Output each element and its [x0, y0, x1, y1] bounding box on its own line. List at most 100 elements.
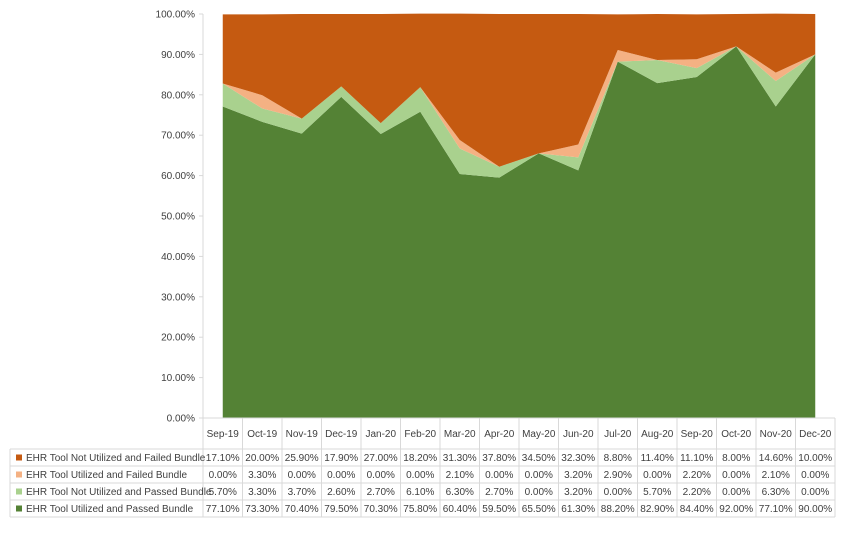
data-table-value: 77.10%	[206, 504, 240, 515]
y-tick-label: 80.00%	[161, 90, 195, 101]
data-table-value: 8.00%	[722, 453, 750, 464]
data-table-value: 10.00%	[798, 453, 832, 464]
data-table-value: 6.30%	[446, 487, 474, 498]
y-tick-label: 70.00%	[161, 131, 195, 142]
x-category-label: Feb-20	[404, 429, 436, 440]
data-table-value: 20.00%	[245, 453, 279, 464]
data-table-value: 6.10%	[406, 487, 434, 498]
legend-series-name: EHR Tool Not Utilized and Passed Bundle	[26, 487, 212, 498]
data-table-value: 79.50%	[324, 504, 358, 515]
legend-key	[16, 471, 22, 478]
data-table-value: 32.30%	[561, 453, 595, 464]
area-series-0	[222, 46, 816, 418]
data-table-value: 0.00%	[722, 470, 750, 481]
data-table-value: 0.00%	[643, 470, 671, 481]
data-table-value: 2.90%	[604, 470, 632, 481]
x-category-label: Oct-20	[721, 429, 751, 440]
data-table-value: 84.40%	[680, 504, 714, 515]
data-table-value: 2.20%	[683, 470, 711, 481]
data-table-value: 2.60%	[327, 487, 355, 498]
x-category-label: Dec-19	[325, 429, 358, 440]
legend-series-name: EHR Tool Utilized and Passed Bundle	[26, 504, 194, 515]
data-table-value: 2.20%	[683, 487, 711, 498]
data-table-value: 3.20%	[564, 470, 592, 481]
x-category-label: Jan-20	[365, 429, 396, 440]
legend-key	[16, 454, 22, 461]
x-category-label: Nov-20	[760, 429, 793, 440]
data-table-value: 5.70%	[643, 487, 671, 498]
x-category-label: Oct-19	[247, 429, 277, 440]
data-table-value: 8.80%	[604, 453, 632, 464]
x-category-label: May-20	[522, 429, 556, 440]
data-table-value: 14.60%	[759, 453, 793, 464]
data-table-value: 17.90%	[324, 453, 358, 464]
y-tick-label: 10.00%	[161, 373, 195, 384]
x-category-label: Jul-20	[604, 429, 632, 440]
data-table-value: 77.10%	[759, 504, 793, 515]
data-table-value: 3.30%	[248, 487, 276, 498]
data-table-value: 61.30%	[561, 504, 595, 515]
data-table-value: 0.00%	[722, 487, 750, 498]
data-table-value: 0.00%	[604, 487, 632, 498]
data-table-value: 0.00%	[525, 470, 553, 481]
data-table-value: 82.90%	[640, 504, 674, 515]
data-table-value: 0.00%	[367, 470, 395, 481]
x-category-label: Sep-20	[681, 429, 714, 440]
data-table-value: 70.30%	[364, 504, 398, 515]
data-table-value: 17.10%	[206, 453, 240, 464]
data-table-value: 3.30%	[248, 470, 276, 481]
data-table-value: 65.50%	[522, 504, 556, 515]
y-tick-label: 20.00%	[161, 333, 195, 344]
data-table-value: 2.70%	[485, 487, 513, 498]
y-tick-label: 0.00%	[167, 414, 195, 425]
data-table-value: 70.40%	[285, 504, 319, 515]
x-category-label: Nov-19	[286, 429, 319, 440]
data-table-value: 75.80%	[403, 504, 437, 515]
x-category-label: Jun-20	[563, 429, 594, 440]
data-table-value: 90.00%	[798, 504, 832, 515]
y-tick-label: 90.00%	[161, 50, 195, 61]
area-series-3	[222, 13, 816, 167]
x-category-label: Aug-20	[641, 429, 674, 440]
data-table-value: 3.20%	[564, 487, 592, 498]
data-table-value: 11.40%	[641, 453, 674, 464]
data-table-value: 2.10%	[446, 470, 474, 481]
data-table-value: 0.00%	[485, 470, 513, 481]
data-table-value: 0.00%	[525, 487, 553, 498]
x-category-label: Dec-20	[799, 429, 832, 440]
data-table-value: 73.30%	[245, 504, 279, 515]
data-table-value: 0.00%	[209, 470, 237, 481]
legend-series-name: EHR Tool Utilized and Failed Bundle	[26, 470, 187, 481]
data-table-value: 2.10%	[762, 470, 790, 481]
y-tick-label: 50.00%	[161, 212, 195, 223]
legend-series-name: EHR Tool Not Utilized and Failed Bundle	[26, 453, 206, 464]
data-table-value: 0.00%	[801, 470, 829, 481]
y-tick-label: 40.00%	[161, 252, 195, 263]
data-table-value: 37.80%	[482, 453, 516, 464]
x-category-label: Apr-20	[484, 429, 514, 440]
data-table-value: 2.70%	[367, 487, 395, 498]
y-axis: 0.00% 10.00% 20.00% 30.00% 40.00% 50.00% 60.00…	[156, 10, 204, 425]
legend-key	[16, 505, 22, 512]
data-table-value: 60.40%	[443, 504, 477, 515]
data-table-value: 25.90%	[285, 453, 319, 464]
legend-key	[16, 488, 22, 495]
data-table-value: 6.30%	[762, 487, 790, 498]
x-category-label: Mar-20	[444, 429, 476, 440]
data-table-value: 5.70%	[209, 487, 237, 498]
data-table-value: 59.50%	[482, 504, 516, 515]
data-table-value: 11.10%	[680, 453, 713, 464]
data-table-value: 31.30%	[443, 453, 477, 464]
y-tick-label: 30.00%	[161, 292, 195, 303]
data-table-value: 0.00%	[406, 470, 434, 481]
data-table-value: 3.70%	[288, 487, 316, 498]
area-series-1	[222, 46, 816, 178]
data-table-value: 92.00%	[719, 504, 753, 515]
area-series-group	[222, 13, 816, 418]
data-table-value: 18.20%	[403, 453, 437, 464]
data-table-value: 0.00%	[801, 487, 829, 498]
data-table-value: 27.00%	[364, 453, 398, 464]
x-category-label: Sep-19	[207, 429, 240, 440]
data-table-value: 0.00%	[327, 470, 355, 481]
